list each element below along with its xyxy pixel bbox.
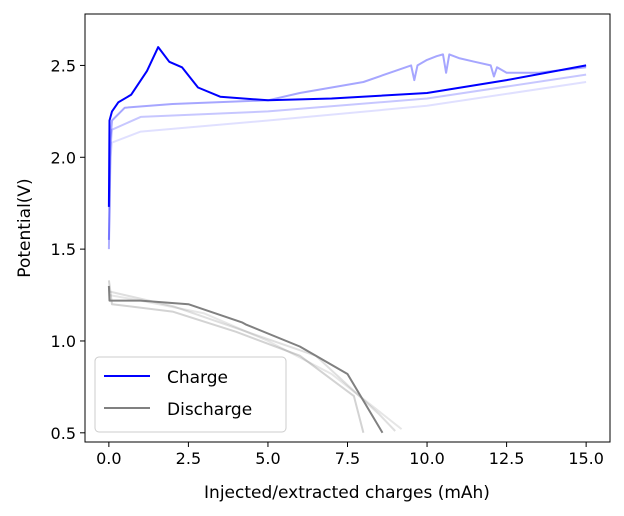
legend-label-discharge: Discharge: [167, 400, 252, 420]
x-tick-label: 12.5: [489, 449, 525, 468]
x-tick-label: 10.0: [409, 449, 445, 468]
y-tick-label: 1.5: [51, 240, 76, 259]
series-lines: [107, 46, 587, 434]
y-axis: 0.5 1.0 1.5 2.0 2.5: [51, 56, 85, 443]
y-tick-label: 1.0: [51, 332, 76, 351]
legend-label-charge: Charge: [167, 368, 228, 388]
legend: Charge Discharge: [94, 356, 287, 433]
y-tick-label: 0.5: [51, 424, 76, 443]
x-tick-label: 7.5: [335, 449, 360, 468]
discharge-curve-5: [108, 290, 396, 432]
charge-curve-2: [107, 53, 587, 240]
x-tick-label: 5.0: [255, 449, 280, 468]
discharge-curve-7: [107, 285, 384, 434]
x-axis: 0.0 2.5 5.0 7.5 10.0 12.5 15.0: [96, 442, 604, 468]
y-axis-label: Potential(V): [15, 178, 35, 277]
charge-curve-3: [107, 46, 587, 207]
charge-curve-1: [107, 73, 587, 250]
discharge-curve-6: [107, 280, 365, 434]
x-tick-label: 15.0: [568, 449, 604, 468]
x-axis-label: Injected/extracted charges (mAh): [204, 483, 490, 503]
x-tick-label: 2.5: [176, 449, 201, 468]
charge-curve-0: [107, 81, 587, 250]
y-tick-label: 2.0: [51, 148, 76, 167]
x-tick-label: 0.0: [96, 449, 121, 468]
y-tick-label: 2.5: [51, 56, 76, 75]
